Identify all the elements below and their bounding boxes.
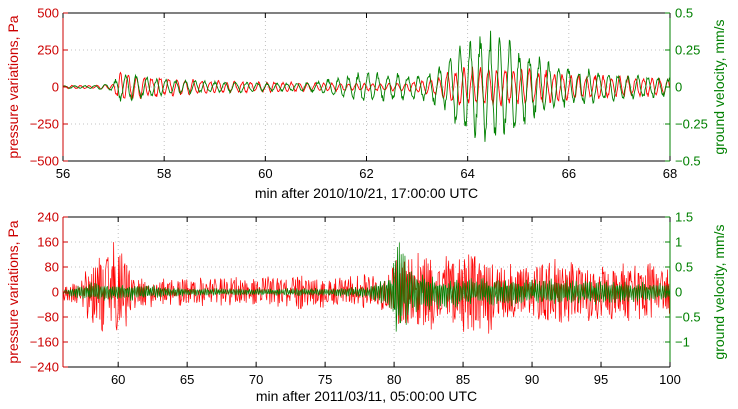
left-y-axis-label: pressure variations, Pa (5, 15, 21, 158)
right-y-tick-label: −0.25 (675, 117, 708, 132)
x-tick-label: 75 (318, 372, 332, 387)
x-tick-label: 95 (594, 372, 608, 387)
bottom-panel: 60 65 70 75 80 85 90 95 100 −240 −160 −80 0 80 160 240 −… (5, 210, 727, 405)
left-y-tick-label: 250 (37, 43, 59, 58)
right-y-tick-label: 0 (675, 285, 682, 300)
left-y-tick-label: −160 (30, 335, 59, 350)
right-y-tick-label: 0.25 (675, 43, 700, 58)
x-tick-label: 56 (56, 166, 70, 181)
x-tick-label: 60 (258, 166, 272, 181)
right-y-tick-label: 1.5 (675, 210, 693, 225)
right-y-tick-label: 0.5 (675, 6, 693, 21)
left-y-tick-label: 0 (52, 285, 59, 300)
right-y-axis-label: ground velocity, mm/s (711, 224, 727, 359)
x-tick-label: 65 (180, 372, 194, 387)
right-y-tick-label: 0.5 (675, 260, 693, 275)
top-panel: 56 58 60 62 64 66 68 −500 −250 0 250 500 −0.5 −0.25 0 0… (5, 6, 727, 202)
left-y-tick-label: −240 (30, 360, 59, 375)
right-y-tick-label: −1 (675, 335, 690, 350)
right-y-tick-label: 1 (675, 235, 682, 250)
left-y-tick-label: −80 (37, 310, 59, 325)
velocity-series-line (63, 30, 670, 142)
x-axis-label: min after 2011/03/11, 05:00:00 UTC (256, 388, 477, 404)
x-tick-label: 90 (525, 372, 539, 387)
velocity-series-line (63, 242, 670, 332)
x-tick-label: 85 (456, 372, 470, 387)
pressure-series-line (63, 66, 670, 107)
left-y-tick-label: 0 (52, 80, 59, 95)
right-y-tick-label: 0 (675, 80, 682, 95)
left-y-tick-label: −500 (30, 154, 59, 169)
left-y-tick-label: 160 (37, 235, 59, 250)
right-y-tick-label: −0.5 (675, 310, 701, 325)
x-tick-label: 66 (562, 166, 576, 181)
x-tick-label: 70 (249, 372, 263, 387)
left-y-tick-label: 500 (37, 6, 59, 21)
x-tick-label: 80 (387, 372, 401, 387)
x-tick-label: 58 (157, 166, 171, 181)
left-y-tick-label: −250 (30, 117, 59, 132)
x-tick-label: 62 (359, 166, 373, 181)
x-axis-label: min after 2010/10/21, 17:00:00 UTC (255, 185, 478, 201)
x-tick-label: 68 (663, 166, 677, 181)
x-tick-label: 100 (659, 372, 681, 387)
x-tick-label: 60 (111, 372, 125, 387)
left-y-tick-label: 80 (45, 260, 59, 275)
right-y-axis-label: ground velocity, mm/s (711, 19, 727, 154)
x-tick-label: 64 (460, 166, 474, 181)
right-y-tick-label: −0.5 (675, 154, 701, 169)
left-y-axis-label: pressure variations, Pa (5, 220, 21, 363)
left-y-tick-label: 240 (37, 210, 59, 225)
